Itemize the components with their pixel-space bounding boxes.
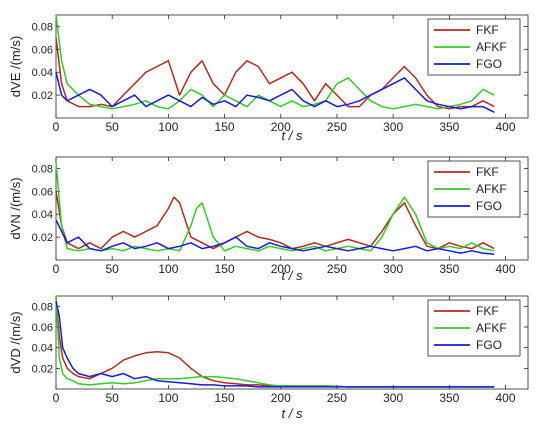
series-line-fkf <box>55 191 495 250</box>
x-tick-label: 150 <box>215 391 235 405</box>
y-tick-label: 0.06 <box>32 322 53 334</box>
y-tick-label: 0.06 <box>32 186 53 198</box>
y-tick-label: 0.08 <box>32 163 53 175</box>
x-tick-label: 250 <box>327 391 347 405</box>
legend-label-afkf: AFKF <box>476 321 507 335</box>
legend-label-fgo: FGO <box>476 57 502 71</box>
x-tick-label: 0 <box>53 262 60 276</box>
x-tick-label: 0 <box>53 391 60 405</box>
y-tick-label: 0.02 <box>32 232 53 244</box>
chart-panel-1: 0 50 100 150 200 250 300 350 400 0.02 0.04 0.06 0.08… <box>8 14 529 143</box>
x-tick-label: 0 <box>53 120 60 134</box>
x-tick-label: 400 <box>496 262 516 276</box>
x-tick-label: 100 <box>158 120 178 134</box>
y-tick-label: 0.04 <box>32 209 53 221</box>
legend-label-afkf: AFKF <box>476 40 507 54</box>
legend-label-fkf: FKF <box>476 165 499 179</box>
series-line-fgo <box>55 301 495 388</box>
legend-label-fkf: FKF <box>476 304 499 318</box>
x-tick-label: 300 <box>383 262 403 276</box>
legend-label-fgo: FGO <box>476 199 502 213</box>
legend-label-afkf: AFKF <box>476 182 507 196</box>
x-tick-label: 50 <box>106 120 120 134</box>
x-tick-label: 200 <box>271 391 291 405</box>
y-tick-label: 0.08 <box>32 21 53 33</box>
legend-label-fkf: FKF <box>476 23 499 37</box>
x-tick-label: 300 <box>383 391 403 405</box>
x-tick-label: 150 <box>215 120 235 134</box>
y-axis-label: dVD /(m/s) <box>8 311 23 373</box>
legend-label-fgo: FGO <box>476 338 502 352</box>
chart-panel-2: 0 50 100 150 200 250 300 350 400 0.02 0.04 0.06 0.08… <box>8 156 529 283</box>
x-tick-label: 100 <box>158 262 178 276</box>
y-tick-label: 0.02 <box>32 363 53 375</box>
series-line-fgo <box>55 72 495 113</box>
series-line-fkf <box>55 37 495 110</box>
chart-panel-3: 0 50 100 150 200 250 300 350 400 0.02 0.04 0.06 0.08… <box>8 295 529 421</box>
y-tick-label: 0.04 <box>32 67 53 79</box>
x-tick-label: 250 <box>327 120 347 134</box>
x-tick-label: 200 <box>271 120 291 134</box>
y-tick-label: 0.06 <box>32 44 53 56</box>
y-tick-label: 0.08 <box>32 301 53 313</box>
x-tick-label: 350 <box>439 262 459 276</box>
x-axis-label: t / s <box>282 406 303 421</box>
y-tick-label: 0.02 <box>32 90 53 102</box>
x-tick-label: 300 <box>383 120 403 134</box>
series-line-afkf <box>55 162 495 252</box>
x-tick-label: 150 <box>215 262 235 276</box>
x-tick-label: 250 <box>327 262 347 276</box>
x-tick-label: 100 <box>158 391 178 405</box>
x-axis-label: t / s <box>282 268 303 283</box>
x-tick-label: 400 <box>496 120 516 134</box>
y-axis-label: dVN /(m/s) <box>8 177 23 239</box>
y-axis-label: dVE /(m/s) <box>8 36 23 97</box>
x-tick-label: 50 <box>106 262 120 276</box>
x-tick-label: 400 <box>496 391 516 405</box>
series-line-fgo <box>55 219 495 256</box>
x-axis-label: t / s <box>282 128 303 143</box>
x-tick-label: 200 <box>271 262 291 276</box>
x-tick-label: 50 <box>106 391 120 405</box>
x-tick-label: 350 <box>439 391 459 405</box>
y-tick-label: 0.04 <box>32 343 53 355</box>
x-tick-label: 350 <box>439 120 459 134</box>
